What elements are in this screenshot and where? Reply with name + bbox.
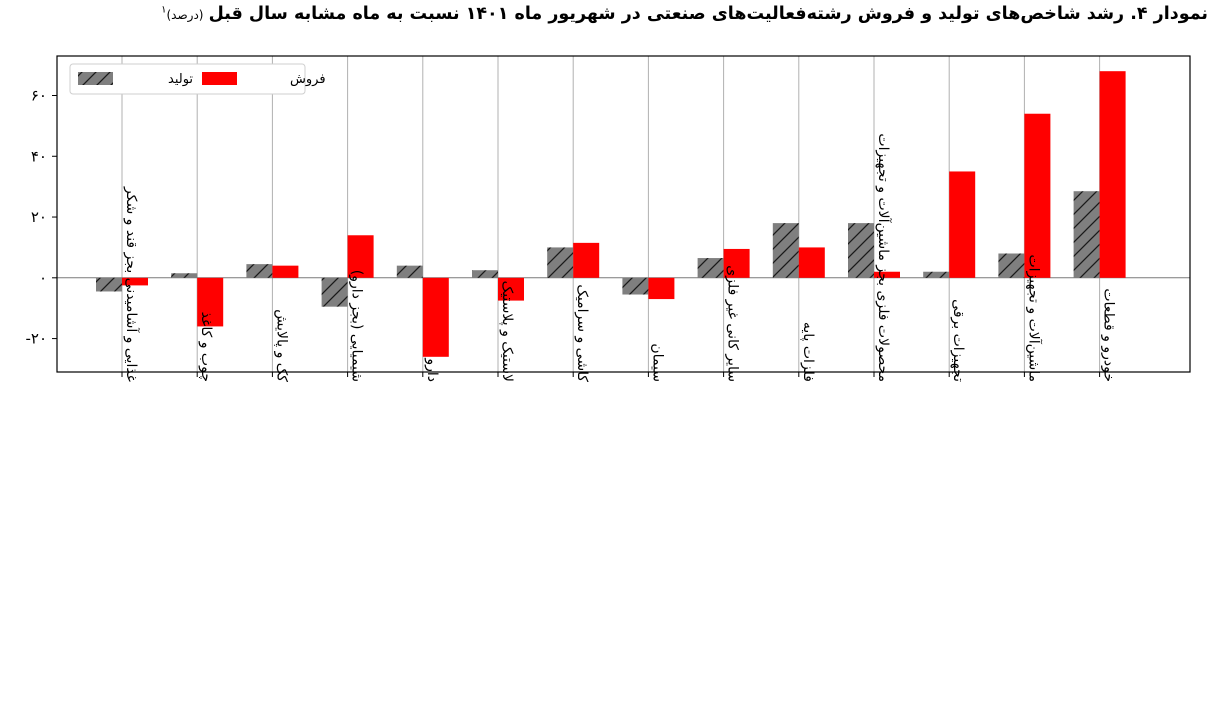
x-tick-label: کک و پالایش bbox=[273, 309, 289, 382]
bar-sales bbox=[197, 277, 224, 327]
x-tick-label: محصولات فلزی بجز ماشین‌آلات و تجهیزات bbox=[875, 133, 892, 382]
x-tick-label: فلزات پایه bbox=[800, 322, 816, 382]
bar-production bbox=[396, 265, 423, 278]
x-tick-label: غذایی و آشامیدنی بجز قند و شکر bbox=[123, 186, 140, 382]
bar-sales bbox=[798, 247, 825, 278]
bar-production bbox=[772, 223, 799, 278]
y-tick-label: -۲۰ bbox=[25, 330, 47, 348]
bar-sales bbox=[573, 242, 600, 278]
bar-sales bbox=[422, 277, 449, 357]
x-tick-label: شیمیایی (بجز دارو) bbox=[349, 270, 365, 382]
bar-production bbox=[472, 270, 498, 278]
y-tick-label: ۴۰ bbox=[31, 147, 47, 165]
x-tick-label: تجهیزات برقی bbox=[950, 299, 966, 382]
x-tick-label: سیمان bbox=[649, 343, 665, 382]
title-footnote: ۱ bbox=[161, 4, 167, 16]
x-tick-label: ماشین‌آلات و تجهیزات bbox=[1025, 255, 1042, 383]
bar-sales bbox=[347, 235, 374, 278]
bar-sales bbox=[874, 271, 900, 278]
plot-frame bbox=[56, 55, 1191, 373]
chart-title: نمودار ۴. رشد شاخص‌های تولید و فروش رشته… bbox=[6, 4, 1208, 24]
bar-sales bbox=[498, 277, 524, 301]
y-tick-label: ۶۰ bbox=[31, 87, 47, 105]
bar-sales bbox=[648, 277, 675, 300]
bar-production bbox=[622, 277, 649, 295]
y-tick-label: ۲۰ bbox=[31, 208, 47, 226]
bar-production bbox=[96, 277, 122, 292]
bar-sales bbox=[949, 171, 976, 278]
x-tick-label: کاشی و سرامیک bbox=[574, 284, 590, 382]
bar-production bbox=[321, 277, 348, 307]
x-axis: غذایی و آشامیدنی بجز قند و شکر چوب و کاغذ… bbox=[121, 133, 1117, 383]
x-tick-label: خودرو و قطعات bbox=[1101, 288, 1117, 382]
y-axis: -۲۰ ۰ ۲۰ ۴۰ ۶۰ bbox=[25, 87, 57, 348]
bar-sales bbox=[723, 248, 750, 278]
legend-swatch-production bbox=[78, 72, 113, 85]
x-tick-label: دارو bbox=[424, 357, 440, 382]
legend-box bbox=[69, 63, 306, 95]
bar-production bbox=[547, 247, 574, 278]
bar-production bbox=[848, 223, 874, 278]
bar-production bbox=[923, 271, 950, 278]
bar-production bbox=[1073, 191, 1100, 278]
bar-sales bbox=[1024, 113, 1051, 278]
chart-title-main: نمودار ۴. رشد شاخص‌های تولید و فروش رشته… bbox=[208, 4, 1208, 24]
bar-production bbox=[697, 258, 724, 278]
bar-production bbox=[998, 253, 1025, 278]
x-tick-label: چوب و کاغذ bbox=[198, 312, 214, 382]
x-tick-label: سایر کانی غیر فلزی bbox=[725, 265, 741, 382]
bar-production bbox=[171, 273, 198, 278]
legend-label-production: تولید bbox=[168, 72, 193, 87]
bar-sales bbox=[122, 277, 148, 286]
x-tick-label: لاستیک و پلاستیک bbox=[499, 281, 515, 382]
bar-production bbox=[246, 264, 273, 278]
legend-label-sales: فروش bbox=[290, 72, 326, 87]
chart-title-unit: (درصد) bbox=[166, 8, 204, 22]
bar-sales bbox=[1099, 71, 1126, 278]
legend: تولید فروش bbox=[69, 63, 326, 95]
y-tick-label: ۰ bbox=[39, 269, 47, 287]
legend-swatch-sales bbox=[202, 72, 237, 85]
bar-sales bbox=[272, 265, 299, 278]
bars-layer bbox=[96, 71, 1126, 357]
